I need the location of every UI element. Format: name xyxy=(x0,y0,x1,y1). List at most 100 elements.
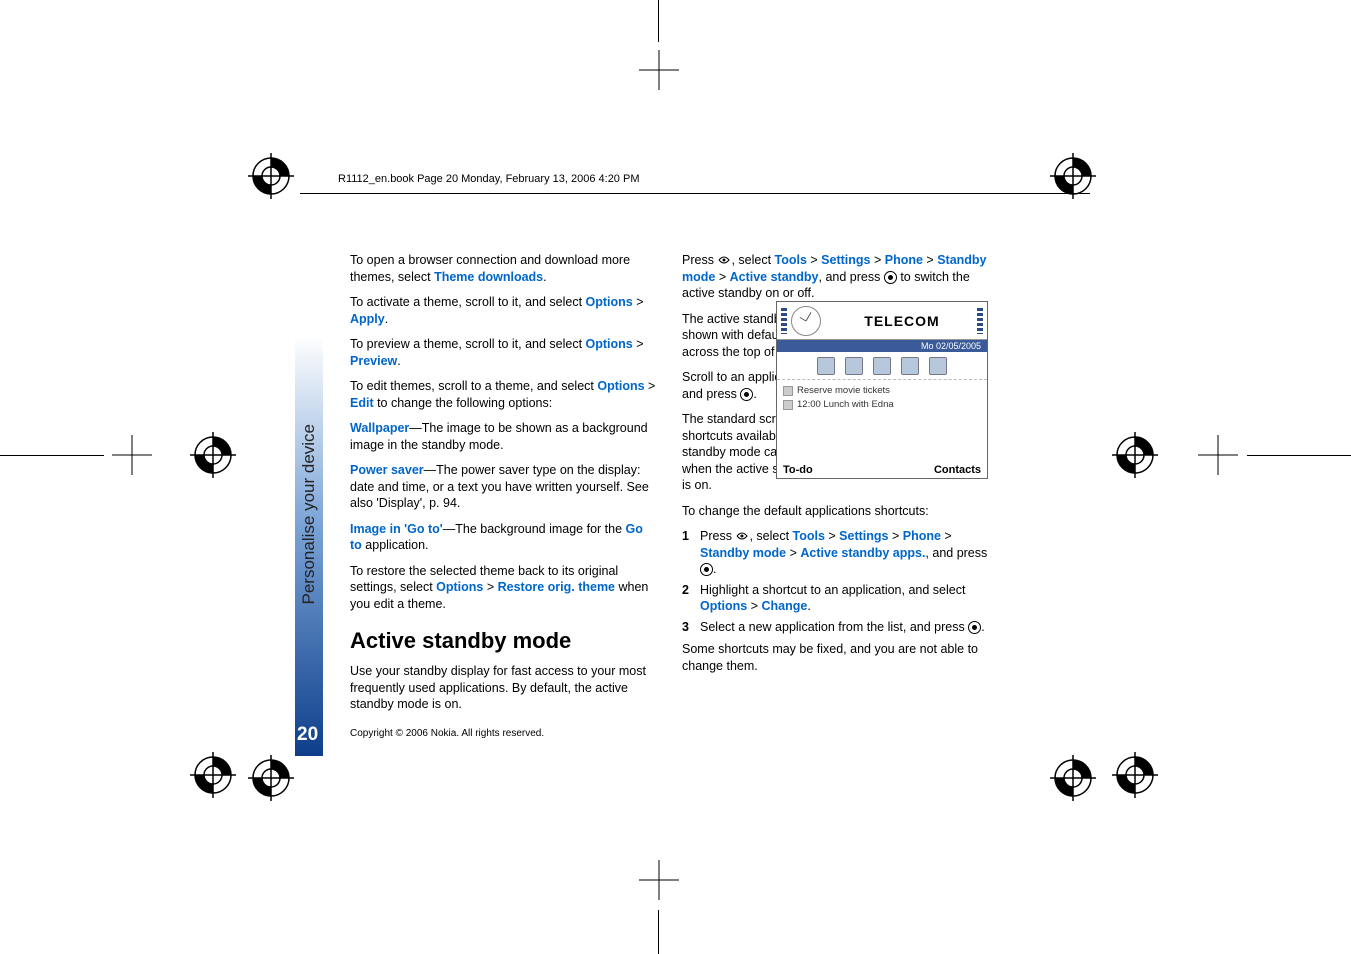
clock-icon xyxy=(791,306,821,336)
step-number: 2 xyxy=(682,582,700,615)
para: Press , select Tools > Settings > Phone … xyxy=(682,252,990,302)
calendar-icon xyxy=(783,400,793,410)
para: To activate a theme, scroll to it, and s… xyxy=(350,294,658,327)
text: . xyxy=(543,270,546,284)
text: . xyxy=(807,599,810,613)
para: To restore the selected theme back to it… xyxy=(350,563,658,613)
para: To preview a theme, scroll to it, and se… xyxy=(350,336,658,369)
reg-mark xyxy=(190,752,236,798)
app-icon xyxy=(817,357,835,375)
reg-mark xyxy=(1112,432,1158,478)
text: , and press xyxy=(819,270,884,284)
text: Press xyxy=(700,529,735,543)
text: , and press xyxy=(925,546,987,560)
text: > xyxy=(941,529,952,543)
option-powersaver: Power saver—The power saver type on the … xyxy=(350,462,658,512)
section-label: Personalise your device xyxy=(299,424,319,604)
crop-line xyxy=(1247,455,1351,456)
text: To activate a theme, scroll to it, and s… xyxy=(350,295,586,309)
text: . xyxy=(397,354,400,368)
app-icon xyxy=(845,357,863,375)
text: , select xyxy=(749,529,792,543)
reg-mark xyxy=(1050,755,1096,801)
text: , select xyxy=(731,253,774,267)
ui-link: Edit xyxy=(350,396,374,410)
text: . xyxy=(385,312,388,326)
step-3: 3 Select a new application from the list… xyxy=(682,619,990,636)
softkey-right: Contacts xyxy=(934,464,981,476)
text: > xyxy=(633,337,644,351)
crop-line xyxy=(658,0,659,42)
softkey-left: To-do xyxy=(783,464,813,476)
ui-link: Tools xyxy=(793,529,825,543)
crop-cross xyxy=(639,860,679,900)
crop-cross xyxy=(639,50,679,90)
crop-line xyxy=(0,455,104,456)
reg-mark xyxy=(190,432,236,478)
center-key-icon xyxy=(968,621,981,634)
signal-icon xyxy=(781,308,787,334)
phone-screenshot: TELECOM Mo 02/05/2005 Reserve movie tick… xyxy=(776,301,988,479)
ui-link: Restore orig. theme xyxy=(498,580,615,594)
ui-link: Options xyxy=(436,580,483,594)
text: > xyxy=(825,529,839,543)
text: . xyxy=(981,620,984,634)
text: > xyxy=(747,599,761,613)
step-2: 2 Highlight a shortcut to an application… xyxy=(682,582,990,615)
crop-cross xyxy=(112,435,152,475)
ui-link: Settings xyxy=(839,529,888,543)
step-number: 1 xyxy=(682,528,700,578)
menu-key-icon xyxy=(735,529,749,543)
text: > xyxy=(807,253,821,267)
center-key-icon xyxy=(740,388,753,401)
step-text: Highlight a shortcut to an application, … xyxy=(700,582,990,615)
text: > xyxy=(715,270,729,284)
text: > xyxy=(786,546,800,560)
text: Highlight a shortcut to an application, … xyxy=(700,583,965,597)
header-rule xyxy=(300,193,1090,194)
option-image-goto: Image in 'Go to'—The background image fo… xyxy=(350,521,658,554)
step-1: 1 Press , select Tools > Settings > Phon… xyxy=(682,528,990,578)
text: application. xyxy=(362,538,429,552)
text: Select a new application from the list, … xyxy=(700,620,968,634)
ui-link: Preview xyxy=(350,354,397,368)
running-head: R1112_en.book Page 20 Monday, February 1… xyxy=(338,173,639,185)
text: . xyxy=(713,562,716,576)
text: > xyxy=(923,253,937,267)
option-label: Wallpaper xyxy=(350,421,409,435)
para: Some shortcuts may be fixed, and you are… xyxy=(682,641,990,674)
ui-link: Active standby apps. xyxy=(800,546,925,560)
ui-link: Options xyxy=(597,379,644,393)
operator-label: TELECOM xyxy=(827,313,977,329)
reg-mark xyxy=(248,755,294,801)
ui-link: Tools xyxy=(775,253,807,267)
text: Press xyxy=(682,253,717,267)
step-number: 3 xyxy=(682,619,700,636)
option-label: Image in 'Go to' xyxy=(350,522,443,536)
app-icon xyxy=(873,357,891,375)
event-text: Reserve movie tickets xyxy=(797,384,890,398)
ui-link: Change xyxy=(761,599,807,613)
phone-softkeys: To-do Contacts xyxy=(777,464,987,476)
ui-link: Options xyxy=(700,599,747,613)
center-key-icon xyxy=(884,271,897,284)
para: To edit themes, scroll to a theme, and s… xyxy=(350,378,658,411)
step-text: Select a new application from the list, … xyxy=(700,619,990,636)
para: Use your standby display for fast access… xyxy=(350,663,658,713)
text: To edit themes, scroll to a theme, and s… xyxy=(350,379,597,393)
page-number: 20 xyxy=(297,724,318,746)
ui-link: Theme downloads xyxy=(434,270,543,284)
phone-event-row: Reserve movie tickets xyxy=(783,384,981,398)
phone-statusbar: TELECOM xyxy=(777,302,987,340)
text: > xyxy=(633,295,644,309)
ticket-icon xyxy=(783,386,793,396)
app-icon xyxy=(929,357,947,375)
battery-icon xyxy=(977,308,983,334)
text: To preview a theme, scroll to it, and se… xyxy=(350,337,586,351)
ui-link: Options xyxy=(586,337,633,351)
phone-events: Reserve movie tickets 12:00 Lunch with E… xyxy=(777,380,987,417)
ui-link: Phone xyxy=(885,253,923,267)
left-column: To open a browser connection and downloa… xyxy=(350,252,658,722)
ui-link: Phone xyxy=(903,529,941,543)
copyright-text: Copyright © 2006 Nokia. All rights reser… xyxy=(350,728,544,739)
